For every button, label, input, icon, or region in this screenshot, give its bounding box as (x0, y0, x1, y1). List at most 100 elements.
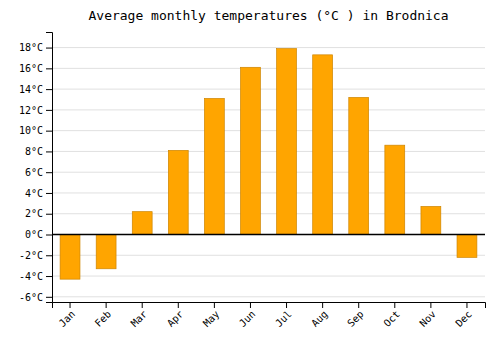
bar (349, 97, 369, 234)
grid-line (52, 213, 485, 214)
bar (241, 67, 261, 234)
grid-line (52, 47, 485, 48)
y-tick: 4°C (25, 188, 52, 199)
x-tick-label: May (201, 308, 222, 329)
grid-line (52, 255, 485, 256)
x-tick-mark (142, 302, 143, 308)
x-tick: Nov (417, 302, 438, 329)
x-axis: Jan Feb Mar Apr May Jun Jul Aug Sep Oct Nov Dec (53, 302, 486, 329)
grid-line (52, 192, 485, 193)
x-tick-label: Jul (273, 308, 294, 329)
y-tick-label: -6°C (19, 292, 43, 303)
y-tick-mark (46, 151, 52, 152)
x-tick-mark (70, 302, 71, 308)
bar (204, 98, 224, 234)
grid-line (52, 89, 485, 90)
x-tick: Sep (345, 302, 366, 329)
y-tick-label: 4°C (25, 188, 43, 199)
grid-line (52, 151, 485, 152)
y-tick: 8°C (25, 146, 52, 157)
x-tick-mark (214, 302, 215, 308)
x-tick-mark (466, 302, 467, 308)
y-tick: -2°C (19, 250, 52, 261)
x-tick: Oct (381, 302, 402, 329)
bar (277, 49, 297, 235)
y-tick-label: 12°C (19, 105, 43, 116)
y-tick-mark (46, 276, 52, 277)
y-tick-label: 2°C (25, 208, 43, 219)
bar (421, 206, 441, 234)
y-tick-mark (46, 297, 52, 298)
x-tick: Aug (309, 302, 330, 329)
grid (52, 48, 485, 297)
y-tick: 12°C (19, 105, 52, 116)
bar (385, 145, 405, 234)
x-tick-label: Mar (129, 308, 150, 329)
grid-line (52, 276, 485, 277)
x-tick-label: Apr (165, 308, 186, 329)
x-tick: Jan (57, 302, 78, 329)
y-tick-label: 8°C (25, 146, 43, 157)
x-tick: Jun (237, 302, 258, 329)
x-tick-mark (322, 302, 323, 308)
x-tick: May (201, 302, 222, 329)
y-tick-label: 14°C (19, 84, 43, 95)
x-tick-mark (250, 302, 251, 308)
x-tick-label: Sep (345, 308, 366, 329)
bar (313, 55, 333, 235)
x-tick-label: Jun (237, 308, 258, 329)
y-tick: 0°C (25, 229, 52, 240)
y-tick-mark (46, 172, 52, 173)
y-tick-label: 0°C (25, 229, 43, 240)
y-axis-line (46, 33, 53, 303)
x-tick-mark (430, 302, 431, 308)
grid-line (52, 296, 485, 297)
x-tick: Mar (129, 302, 150, 329)
y-tick-label: -4°C (19, 271, 43, 282)
y-tick-mark (46, 131, 52, 132)
x-tick: Dec (453, 302, 474, 329)
x-tick: Jul (273, 302, 294, 329)
grid-line (52, 68, 485, 69)
x-axis-line (53, 303, 486, 309)
y-tick: 16°C (19, 63, 52, 74)
y-tick-label: 6°C (25, 167, 43, 178)
y-tick-label: -2°C (19, 250, 43, 261)
y-tick: 2°C (25, 208, 52, 219)
title: Average monthly temperatures (°C ) in Br… (88, 8, 448, 23)
y-tick-mark (46, 214, 52, 215)
bar (96, 235, 116, 269)
y-tick-label: 10°C (19, 125, 43, 136)
y-tick-label: 16°C (19, 63, 43, 74)
bar (60, 235, 80, 280)
grid-line (52, 234, 485, 235)
x-tick-mark (178, 302, 179, 308)
x-tick: Apr (165, 302, 186, 329)
bar (132, 212, 152, 235)
y-tick-label: 18°C (19, 42, 43, 53)
y-tick-mark (46, 89, 52, 90)
x-tick-mark (394, 302, 395, 308)
x-tick-mark (106, 302, 107, 308)
y-tick: 18°C (19, 42, 52, 53)
x-tick: Feb (93, 302, 114, 329)
plot: -6°C -4°C -2°C 0°C 2°C 4°C 6°C 8°C 10°C 12°C 14°C 1… (19, 33, 486, 329)
chart: -6°C -4°C -2°C 0°C 2°C 4°C 6°C 8°C 10°C 12°C 14°C 1… (0, 0, 500, 350)
y-tick-mark (46, 193, 52, 194)
y-axis: -6°C -4°C -2°C 0°C 2°C 4°C 6°C 8°C 10°C 12°C 14°C 1… (19, 33, 53, 303)
y-tick-mark (46, 255, 52, 256)
y-tick: 6°C (25, 167, 52, 178)
y-tick: 14°C (19, 84, 52, 95)
grid-line (52, 109, 485, 110)
x-tick-label: Aug (309, 308, 330, 329)
y-tick: 10°C (19, 125, 52, 136)
bars (52, 49, 485, 280)
x-tick-label: Jan (57, 308, 78, 329)
zero-line (52, 234, 485, 236)
y-tick-mark (46, 110, 52, 111)
y-tick-mark (46, 68, 52, 69)
x-tick-mark (358, 302, 359, 308)
grid-line (52, 172, 485, 173)
x-tick-label: Nov (417, 308, 438, 329)
x-tick-label: Oct (381, 308, 402, 329)
